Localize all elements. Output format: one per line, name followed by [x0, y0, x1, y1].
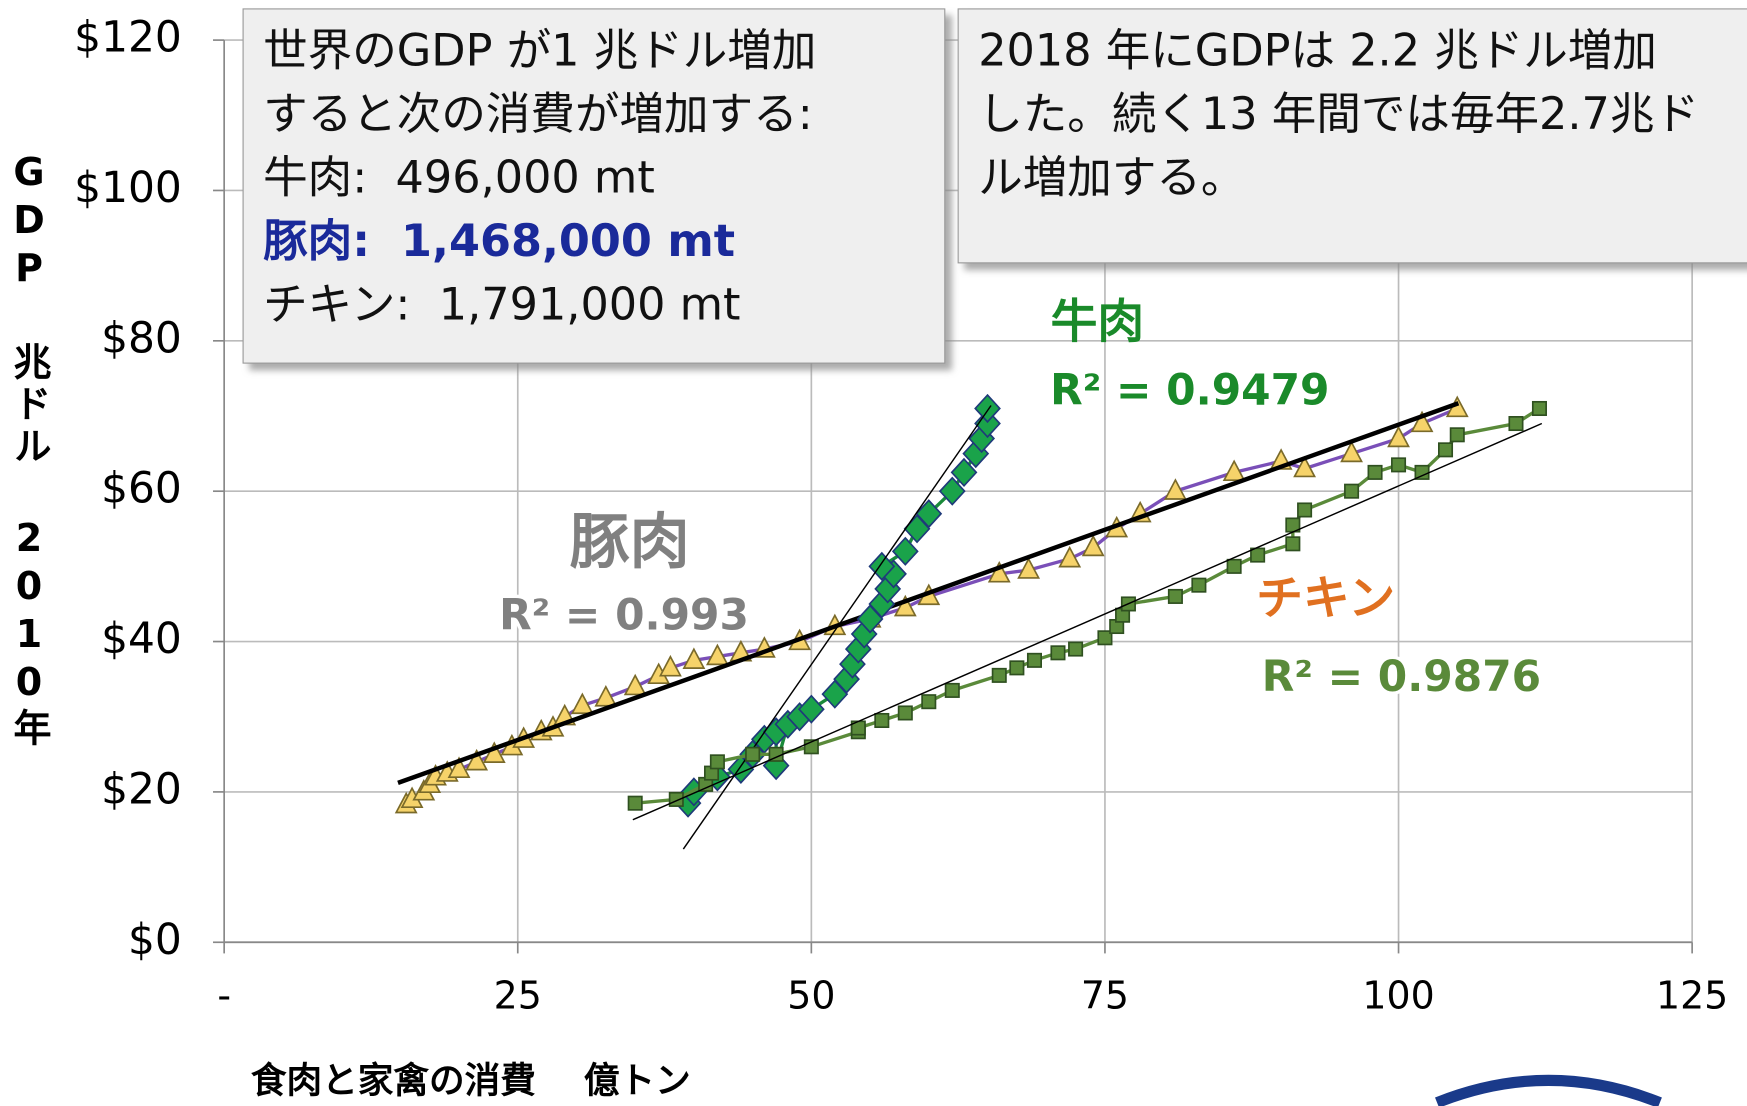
point	[1340, 440, 1363, 463]
point	[1097, 630, 1113, 646]
point	[1391, 457, 1407, 473]
point	[1438, 442, 1454, 458]
note-line: すると次の消費が増加する:	[263, 88, 813, 140]
point	[938, 476, 966, 506]
point	[1387, 425, 1410, 448]
point	[1081, 534, 1105, 557]
x-tick-label: -	[217, 973, 231, 1017]
point	[1017, 557, 1041, 579]
logo	[1435, 1074, 1662, 1106]
point	[868, 551, 896, 581]
point	[891, 536, 919, 566]
point	[570, 692, 594, 715]
point	[974, 408, 1001, 439]
y-tick-label: $20	[101, 764, 182, 813]
point	[709, 754, 725, 770]
point	[627, 795, 643, 811]
r2-label: R² = 0.993	[499, 591, 749, 640]
point	[465, 748, 489, 771]
trend-line	[632, 422, 1543, 821]
point	[1226, 558, 1242, 574]
x-axis-label: 食肉と家禽の消費 億トン	[251, 1061, 691, 1102]
note-line: 世界のGDP が1 兆ドル増加	[263, 24, 816, 76]
note-box	[242, 8, 946, 364]
point	[1250, 547, 1266, 563]
point	[950, 457, 978, 487]
r2-label: R² = 0.9479	[1050, 366, 1329, 415]
point	[659, 654, 682, 677]
point	[987, 560, 1011, 583]
point	[1410, 410, 1434, 433]
point	[447, 756, 471, 778]
point	[705, 643, 729, 666]
x-tick-label: 100	[1362, 973, 1434, 1017]
point	[1367, 464, 1383, 480]
point	[897, 705, 913, 721]
point	[1297, 502, 1313, 518]
y-tick-label: $80	[101, 313, 182, 362]
point	[1050, 645, 1066, 661]
point	[1222, 459, 1246, 482]
point	[1508, 416, 1524, 432]
note-line: した。続く13 年間では毎年2.7兆ド	[978, 88, 1699, 140]
r2-label: R² = 0.9876	[1262, 652, 1541, 701]
point	[991, 667, 1007, 683]
point	[1058, 545, 1082, 568]
trend-line	[397, 401, 1460, 785]
note-box	[957, 8, 1747, 264]
point	[893, 594, 917, 617]
y-tick-label: $100	[74, 163, 182, 212]
point	[1344, 483, 1360, 499]
x-tick-label: 25	[494, 973, 542, 1017]
point	[1163, 478, 1187, 500]
point	[797, 694, 825, 724]
point	[1293, 455, 1317, 478]
point	[1449, 427, 1465, 443]
point	[594, 685, 618, 707]
point	[682, 647, 706, 669]
point	[1285, 536, 1301, 552]
point	[915, 499, 943, 529]
note-line: 牛肉: 496,000 mt	[263, 151, 655, 203]
point	[482, 741, 506, 763]
point	[1531, 400, 1547, 417]
note-line: ル増加する。	[978, 151, 1245, 203]
y-tick-label: $60	[101, 464, 182, 513]
x-tick-label: 50	[787, 973, 835, 1017]
point	[974, 393, 1001, 424]
point	[1191, 577, 1207, 593]
y-axis-label: GDP 兆ドル 2010年	[7, 150, 51, 750]
point	[1167, 588, 1183, 604]
y-tick-label: $0	[128, 915, 182, 964]
point	[745, 746, 761, 762]
point	[1009, 660, 1025, 676]
series-label: 牛肉	[1051, 296, 1145, 350]
point	[874, 712, 890, 729]
y-tick-label: $40	[101, 614, 182, 663]
point	[1026, 652, 1043, 668]
point	[623, 673, 647, 696]
point	[921, 694, 937, 710]
series-label: チキン	[1256, 572, 1395, 626]
series-label: 豚肉	[569, 507, 689, 577]
note-line: チキン: 1,791,000 mt	[263, 278, 740, 330]
point	[944, 682, 960, 698]
x-tick-label: 125	[1656, 973, 1728, 1017]
point	[1068, 641, 1084, 657]
x-tick-label: 75	[1081, 973, 1129, 1017]
note-line: 2018 年にGDPは 2.2 兆ドル増加	[978, 24, 1657, 76]
note-line: 豚肉: 1,468,000 mt	[263, 215, 735, 267]
y-tick-label: $120	[74, 13, 182, 62]
